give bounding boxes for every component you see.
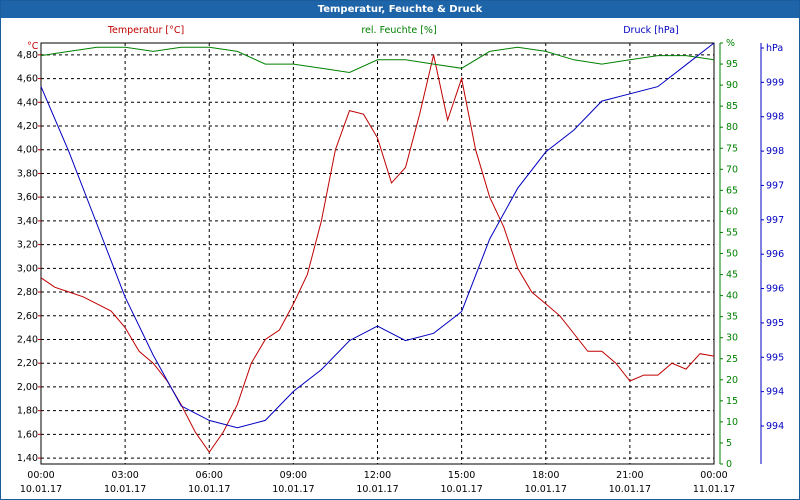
pressure-tick-label: 995: [766, 352, 784, 363]
humidity-tick-label: 85: [726, 101, 738, 112]
temperature-tick-label: 3,60: [17, 192, 38, 203]
temperature-axis-unit: °C: [27, 41, 39, 52]
x-tick-time: 15:00: [448, 470, 475, 481]
humidity-tick-label: 50: [726, 249, 738, 260]
x-tick-time: 21:00: [616, 470, 643, 481]
temperature-tick-label: 2,60: [17, 311, 38, 322]
temperature-axis-label: Temperatur [°C]: [107, 25, 184, 36]
pressure-tick-label: 996: [766, 249, 784, 260]
temperature-tick-label: 3,80: [17, 168, 38, 179]
x-tick-time: 00:00: [700, 470, 727, 481]
x-tick-date: 10.01.17: [525, 484, 567, 495]
humidity-line: [40, 46, 715, 74]
humidity-tick-label: 10: [726, 417, 738, 428]
humidity-tick-label: 30: [726, 333, 738, 344]
temperature-axis: 1,40 1,60 1,80 2,00 2,20 2,40 2,60 2,80 3,00 3,20…: [17, 50, 41, 464]
chart-canvas: 00:00 10.01.17 03:00 10.01.17 06:00 10.01.17 0…: [17, 25, 784, 495]
humidity-tick-label: 15: [726, 396, 738, 407]
humidity-tick-label: 65: [726, 185, 738, 196]
grid: [40, 42, 715, 465]
humidity-tick-label: 95: [726, 59, 738, 70]
temperature-tick-label: 2,00: [17, 382, 38, 393]
pressure-line: [40, 42, 715, 429]
humidity-tick-label: 5: [726, 438, 732, 449]
temperature-tick-label: 2,80: [17, 287, 38, 298]
pressure-tick-label: 995: [766, 318, 784, 329]
x-tick-date: 10.01.17: [20, 484, 62, 495]
humidity-tick-label: 0: [726, 459, 732, 470]
pressure-tick-label: 998: [766, 112, 784, 123]
x-tick-date: 10.01.17: [356, 484, 398, 495]
temperature-tick-label: 3,00: [17, 263, 38, 274]
window-title: Temperatur, Feuchte & Druck: [1, 1, 799, 18]
x-tick-date: 11.01.17: [693, 484, 735, 495]
humidity-tick-label: 35: [726, 312, 738, 323]
temperature-tick-label: 4,20: [17, 121, 38, 132]
humidity-unit-label: %: [726, 38, 735, 49]
pressure-tick-label: 994: [766, 421, 784, 432]
temperature-tick-label: 4,40: [17, 97, 38, 108]
humidity-tick-label: 40: [726, 291, 738, 302]
temperature-tick-label: 3,40: [17, 216, 38, 227]
x-tick-date: 10.01.17: [104, 484, 146, 495]
temperature-tick-label: 1,40: [17, 453, 38, 464]
temperature-tick-label: 4,80: [17, 50, 38, 61]
x-tick-time: 03:00: [111, 470, 138, 481]
pressure-tick-label: 994: [766, 387, 784, 398]
temperature-tick-label: 1,80: [17, 406, 38, 417]
x-tick-time: 06:00: [196, 470, 223, 481]
temperature-tick-label: 1,60: [17, 429, 38, 440]
x-axis: 00:00 10.01.17 03:00 10.01.17 06:00 10.01.17 0…: [20, 470, 735, 495]
x-tick-time: 12:00: [364, 470, 391, 481]
humidity-axis-label: rel. Feuchte [%]: [361, 25, 436, 36]
humidity-axis: 0 5 10 15 20 25 30 35 40 45 50 55 60 65 70 75 80 85 90 95%: [719, 38, 738, 470]
pressure-axis-label: Druck [hPa]: [623, 25, 679, 36]
x-tick-time: 09:00: [280, 470, 307, 481]
pressure-tick-label: 997: [766, 215, 784, 226]
x-tick-date: 10.01.17: [440, 484, 482, 495]
humidity-tick-label: 80: [726, 122, 738, 133]
pressure-tick-label: 996: [766, 284, 784, 295]
temperature-tick-label: 4,60: [17, 74, 38, 85]
x-tick-time: 18:00: [532, 470, 559, 481]
humidity-tick-label: 60: [726, 206, 738, 217]
pressure-tick-label: 998: [766, 146, 784, 157]
humidity-tick-label: 75: [726, 143, 738, 154]
temperature-tick-label: 3,20: [17, 240, 38, 251]
temperature-tick-label: 4,00: [17, 145, 38, 156]
x-tick-time: 00:00: [27, 470, 54, 481]
temperature-tick-label: 2,20: [17, 358, 38, 369]
humidity-tick-label: 20: [726, 375, 738, 386]
x-tick-date: 10.01.17: [272, 484, 314, 495]
pressure-tick-label: 997: [766, 180, 784, 191]
x-tick-date: 10.01.17: [188, 484, 230, 495]
humidity-tick-label: 90: [726, 80, 738, 91]
humidity-tick-label: 25: [726, 354, 738, 365]
series-group: [40, 42, 715, 453]
pressure-axis: 994 994 995 995 996 996 997 997 998 998 999 hPa: [760, 43, 784, 464]
pressure-tick-label: 999: [766, 77, 784, 88]
temperature-line: [40, 54, 715, 453]
humidity-tick-label: 55: [726, 227, 738, 238]
humidity-tick-label: 45: [726, 270, 738, 281]
temperature-tick-label: 2,40: [17, 334, 38, 345]
humidity-tick-label: 70: [726, 164, 738, 175]
pressure-unit-label: hPa: [766, 43, 783, 54]
x-tick-date: 10.01.17: [609, 484, 651, 495]
